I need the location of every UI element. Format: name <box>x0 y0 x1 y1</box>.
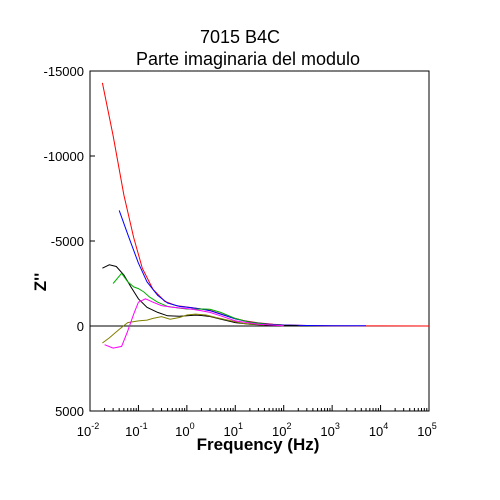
x-tick-label: 102 <box>272 421 291 439</box>
x-tick-label-base: 10 <box>272 424 286 439</box>
y-tick-label: 0 <box>77 319 84 334</box>
x-tick-label-exponent: 1 <box>238 421 243 431</box>
x-tick-label-base: 10 <box>417 424 431 439</box>
series-line-3 <box>102 264 299 327</box>
y-tick-label: -15000 <box>44 64 84 79</box>
y-tick-label: 5000 <box>55 404 84 419</box>
x-tick-label: 103 <box>320 421 339 439</box>
y-tick-label: -10000 <box>44 149 84 164</box>
x-tick-label: 10-2 <box>77 421 99 439</box>
series-line-2 <box>118 210 367 327</box>
series-line-1 <box>101 82 430 327</box>
x-tick-label-base: 10 <box>369 424 383 439</box>
plot-frame <box>89 70 430 412</box>
x-tick-label-base: 10 <box>320 424 334 439</box>
x-tick-label-base: 10 <box>175 424 189 439</box>
x-axis-label: Frequency (Hz) <box>197 435 320 454</box>
x-tick-label-exponent: -1 <box>140 421 148 431</box>
x-tick-label: 105 <box>417 421 436 439</box>
y-tick-label: -5000 <box>51 234 84 249</box>
x-tick-label-exponent: -2 <box>91 421 99 431</box>
x-tick-label: 104 <box>369 421 388 439</box>
x-tick-label-exponent: 2 <box>286 421 291 431</box>
x-tick-label-base: 10 <box>77 424 91 439</box>
x-tick-label-base: 10 <box>125 424 139 439</box>
x-tick-label-exponent: 3 <box>335 421 340 431</box>
x-tick-label-base: 10 <box>224 424 238 439</box>
x-tick-label: 100 <box>175 421 194 439</box>
y-axis-label: Z'' <box>31 273 50 291</box>
x-tick-label-exponent: 0 <box>190 421 195 431</box>
x-tick-label: 101 <box>224 421 243 439</box>
series-line-5 <box>102 313 265 344</box>
x-tick-label-exponent: 4 <box>383 421 388 431</box>
chart-title: 7015 B4C <box>200 27 280 47</box>
chart-subtitle: Parte imaginaria del modulo <box>136 49 360 69</box>
series-line-6 <box>104 298 284 349</box>
x-tick-label-exponent: 5 <box>432 421 437 431</box>
x-tick-label: 10-1 <box>125 421 147 439</box>
